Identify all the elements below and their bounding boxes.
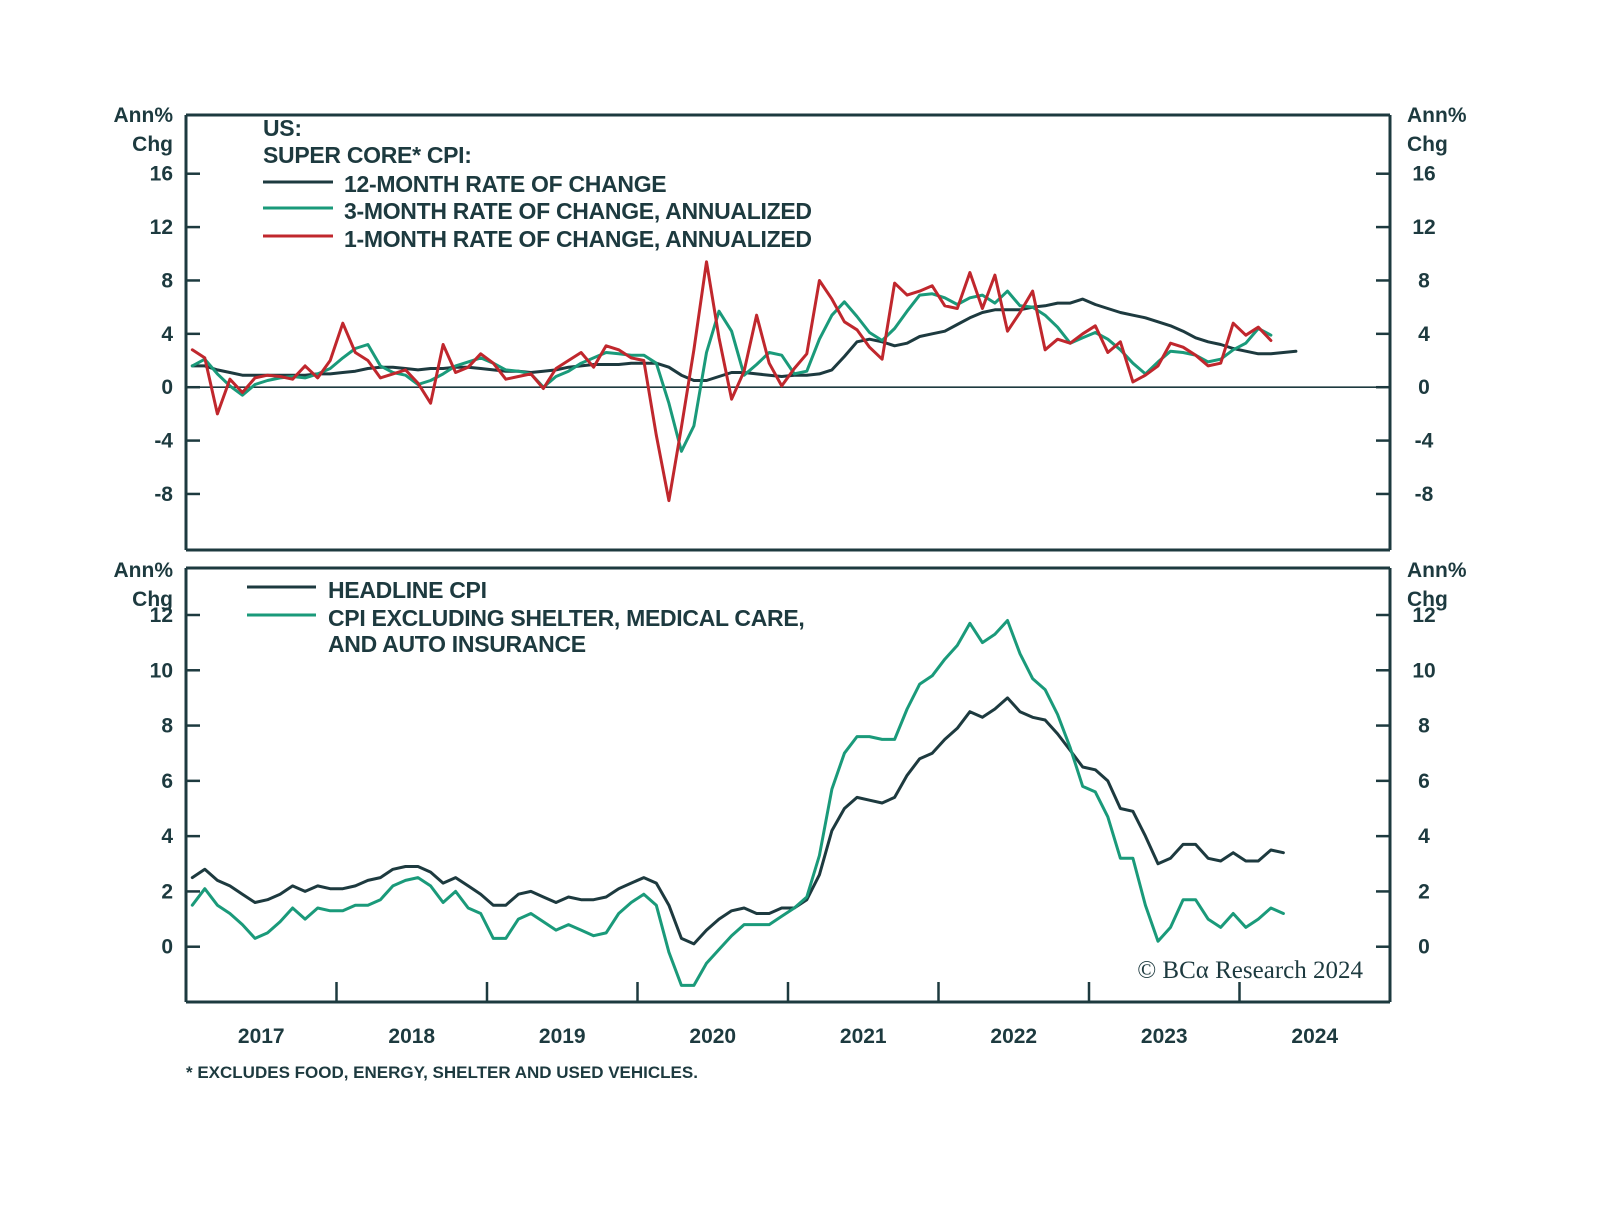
legend-label-ex-shelter-line2: AND AUTO INSURANCE: [328, 631, 586, 657]
bottom-left-tick-label: 2: [161, 880, 173, 903]
copyright-text: © BCα Research 2024: [1137, 957, 1363, 984]
bottom-left-tick-label: 0: [161, 936, 173, 959]
legend-label-1-month: 1-MONTH RATE OF CHANGE, ANNUALIZED: [344, 226, 812, 252]
bottom-panel: 12 12 10 10 8 8 6 6 4 4 2 2 0 0 Ann% Chg Ann% Chg HEA…: [114, 559, 1467, 1004]
bottom-left-tick-label: 12: [150, 604, 173, 627]
top-left-tick-label: -4: [154, 430, 173, 453]
legend-label-ex-shelter-line1: CPI EXCLUDING SHELTER, MEDICAL CARE,: [328, 605, 805, 631]
x-tick-label-2017: 2017: [238, 1025, 285, 1048]
x-tick-label-2022: 2022: [990, 1025, 1037, 1048]
bottom-left-tick-label: 10: [150, 659, 173, 682]
top-right-tick-label: -8: [1415, 483, 1434, 506]
series-line-headline: [190, 696, 1285, 946]
top-right-ylabel-line2: Chg: [1407, 133, 1448, 156]
bottom-left-ylabel-line2: Chg: [132, 588, 173, 611]
bottom-right-tick-label: 2: [1418, 880, 1430, 903]
top-right-ylabel-line1: Ann%: [1407, 104, 1467, 127]
top-title-line2: SUPER CORE* CPI:: [263, 142, 472, 168]
bottom-left-tick-label: 8: [161, 715, 173, 738]
top-panel: 16 16 12 12 8 8 4 4 0 0 -4 -4 -8 -8 Ann% Chg Ann% Chg…: [114, 104, 1467, 552]
x-tick-label-2021: 2021: [840, 1025, 887, 1048]
top-series-group: [190, 260, 1298, 503]
bottom-right-tick-label: 8: [1418, 715, 1430, 738]
bottom-y-ticks: 12 12 10 10 8 8 6 6 4 4 2 2 0 0: [150, 604, 1436, 959]
top-right-tick-label: 12: [1412, 216, 1435, 239]
x-tick-label-2020: 2020: [689, 1025, 736, 1048]
top-y-ticks: 16 16 12 12 8 8 4 4 0 0 -4 -4 -8 -8: [150, 163, 1436, 506]
top-left-tick-label: 0: [161, 376, 173, 399]
top-left-ylabel-line2: Chg: [132, 133, 173, 156]
top-legend: US: SUPER CORE* CPI: 12-MONTH RATE OF CH…: [263, 115, 812, 252]
bottom-left-tick-label: 4: [161, 825, 173, 848]
top-right-tick-label: -4: [1415, 430, 1434, 453]
top-right-tick-label: 0: [1418, 376, 1430, 399]
top-left-tick-label: 16: [150, 163, 173, 186]
legend-label-12-month: 12-MONTH RATE OF CHANGE: [344, 171, 666, 197]
top-right-tick-label: 8: [1418, 269, 1430, 292]
bottom-right-tick-label: 12: [1412, 604, 1435, 627]
bottom-right-tick-label: 4: [1418, 825, 1430, 848]
top-left-tick-label: 4: [161, 323, 173, 346]
footnote: * EXCLUDES FOOD, ENERGY, SHELTER AND USE…: [186, 1063, 698, 1082]
bottom-right-tick-label: 6: [1418, 770, 1430, 793]
top-right-tick-label: 16: [1412, 163, 1435, 186]
top-left-tick-label: 8: [161, 269, 173, 292]
x-tick-label-2018: 2018: [388, 1025, 435, 1048]
series-line-ex-shelter: [190, 619, 1285, 987]
bottom-left-ylabel-line1: Ann%: [114, 559, 174, 582]
bottom-right-ylabel-line1: Ann%: [1407, 559, 1467, 582]
bottom-right-tick-label: 0: [1418, 936, 1430, 959]
bottom-left-tick-label: 6: [161, 770, 173, 793]
x-tick-label-2023: 2023: [1141, 1025, 1188, 1048]
top-left-tick-label: 12: [150, 216, 173, 239]
legend-label-3-month: 3-MONTH RATE OF CHANGE, ANNUALIZED: [344, 198, 812, 224]
top-title-line1: US:: [263, 115, 302, 141]
top-left-ylabel-line1: Ann%: [114, 104, 174, 127]
bottom-series-group: [190, 619, 1285, 987]
top-frame: [184, 113, 1392, 552]
top-right-tick-label: 4: [1418, 323, 1430, 346]
bottom-right-tick-label: 10: [1412, 659, 1435, 682]
series-line-three-month: [190, 289, 1273, 453]
series-line-one-month: [190, 260, 1273, 503]
bottom-right-ylabel-line2: Chg: [1407, 588, 1448, 611]
bottom-legend: HEADLINE CPI CPI EXCLUDING SHELTER, MEDI…: [247, 577, 805, 657]
legend-label-headline: HEADLINE CPI: [328, 577, 487, 603]
x-tick-label-2019: 2019: [539, 1025, 586, 1048]
top-left-tick-label: -8: [154, 483, 173, 506]
x-axis: 2017 2018 2019 2020 2021 2022 2023 2024: [238, 982, 1338, 1048]
x-tick-label-2024: 2024: [1291, 1025, 1338, 1048]
